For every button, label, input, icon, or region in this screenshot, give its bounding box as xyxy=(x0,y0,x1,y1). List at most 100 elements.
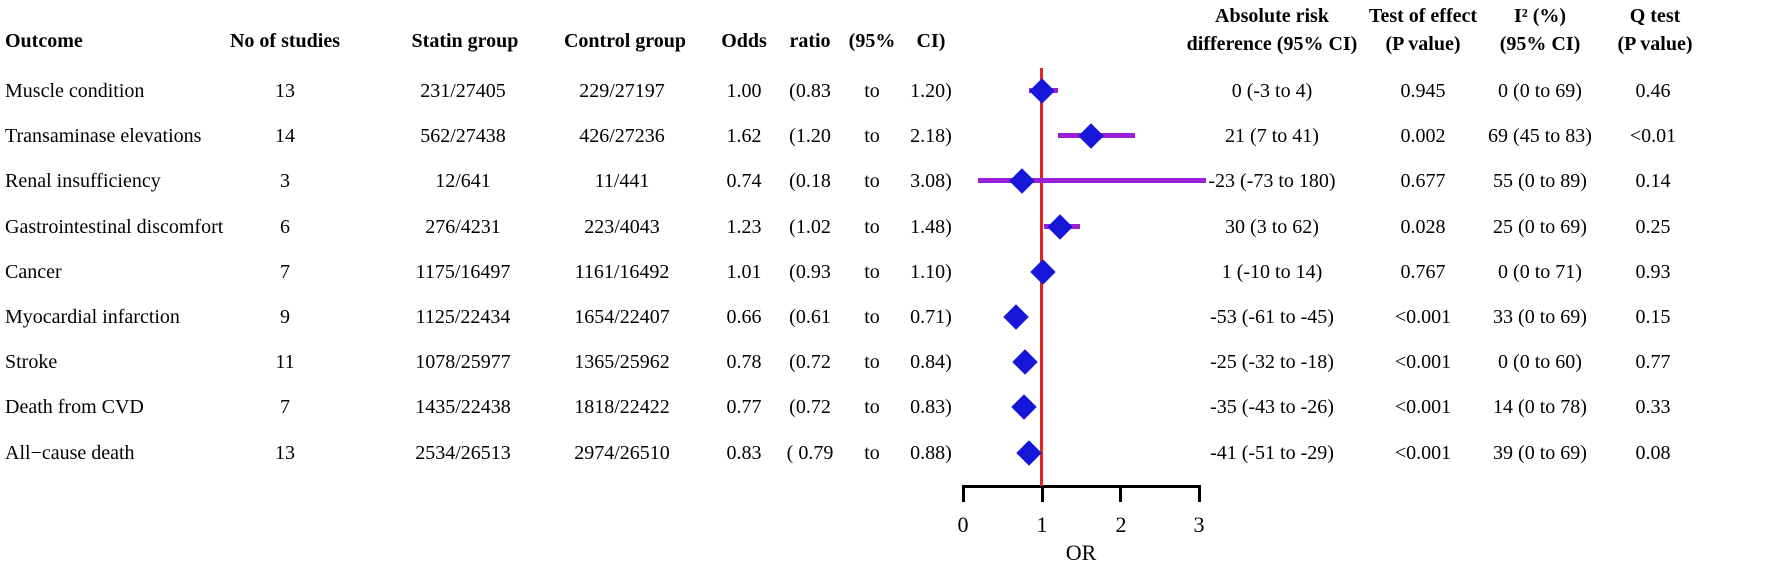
cell-absolute-risk-difference: 30 (3 to 62) xyxy=(1225,215,1319,238)
cell-outcome: Transaminase elevations xyxy=(5,125,202,148)
axis-tick-label-2: 2 xyxy=(1115,512,1127,537)
cell-statin-group: 1078/25977 xyxy=(415,351,511,374)
cell-control-group: 1161/16492 xyxy=(574,260,670,283)
cell-outcome: Muscle condition xyxy=(5,80,145,102)
column-header-no-of-studies: No of studies xyxy=(229,30,340,52)
table-row: Renal insufficiency 3 12/641 11/441 0.74… xyxy=(0,167,1772,195)
cell-q-test-p-value: 0.33 xyxy=(1635,396,1671,419)
cell-p-value-effect: 0.677 xyxy=(1400,170,1446,193)
cell-p-value-effect: 0.945 xyxy=(1400,80,1446,102)
cell-absolute-risk-difference: -23 (-73 to 180) xyxy=(1208,170,1336,193)
cell-q-test-p-value: 0.25 xyxy=(1635,215,1671,238)
x-axis-line xyxy=(962,485,1201,488)
cell-i-squared: 0 (0 to 69) xyxy=(1498,80,1582,102)
cell-absolute-risk-difference: -35 (-43 to -26) xyxy=(1210,396,1334,419)
header-line-2: difference (95% CI) xyxy=(1186,33,1358,55)
cell-no-of-studies: 7 xyxy=(280,396,290,419)
cell-ci-upper: 3.08) xyxy=(910,170,952,193)
table-row: Death from CVD 7 1435/22438 1818/22422 0… xyxy=(0,393,1772,421)
cell-i-squared: 55 (0 to 89) xyxy=(1493,170,1587,193)
column-header-ci-open: (95% xyxy=(848,30,896,52)
cell-p-value-effect: <0.001 xyxy=(1394,441,1452,464)
axis-tick-3 xyxy=(1198,485,1201,502)
cell-statin-group: 12/641 xyxy=(435,170,491,193)
column-header-control-group: Control group xyxy=(563,30,687,52)
cell-to: to xyxy=(864,306,880,328)
header-line-1: I² (%) xyxy=(1513,5,1567,27)
cell-no-of-studies: 6 xyxy=(280,215,290,238)
cell-q-test-p-value: 0.46 xyxy=(1635,80,1671,102)
cell-q-test-p-value: 0.08 xyxy=(1635,441,1671,464)
cell-control-group: 426/27236 xyxy=(579,125,665,148)
cell-outcome: Cancer xyxy=(5,260,62,283)
cell-statin-group: 1435/22438 xyxy=(415,396,511,419)
cell-absolute-risk-difference: -41 (-51 to -29) xyxy=(1210,441,1334,464)
table-row: Transaminase elevations 14 562/27438 426… xyxy=(0,122,1772,150)
header-line-1: Absolute risk xyxy=(1215,5,1329,27)
cell-outcome: Death from CVD xyxy=(5,396,144,419)
cell-no-of-studies: 14 xyxy=(275,125,295,148)
cell-odds-ratio: 0.83 xyxy=(726,441,762,464)
cell-i-squared: 25 (0 to 69) xyxy=(1493,215,1587,238)
axis-tick-2 xyxy=(1119,485,1122,502)
cell-absolute-risk-difference: 1 (-10 to 14) xyxy=(1221,260,1323,283)
table-row: Stroke 11 1078/25977 1365/25962 0.78 (0.… xyxy=(0,348,1772,376)
cell-ci-lower: (0.61 xyxy=(789,306,831,328)
cell-odds-ratio: 1.62 xyxy=(726,125,762,148)
table-row: Gastrointestinal discomfort 6 276/4231 2… xyxy=(0,213,1772,241)
cell-p-value-effect: 0.767 xyxy=(1400,260,1446,283)
cell-ci-upper: 1.48) xyxy=(910,215,952,238)
cell-outcome: Stroke xyxy=(5,351,58,374)
cell-p-value-effect: <0.001 xyxy=(1394,306,1452,328)
cell-ci-upper: 2.18) xyxy=(910,125,952,148)
cell-outcome: Myocardial infarction xyxy=(5,306,180,328)
cell-ci-lower: (1.20 xyxy=(789,125,831,148)
header-line-2: (95% CI) xyxy=(1499,33,1581,55)
cell-absolute-risk-difference: 0 (-3 to 4) xyxy=(1231,80,1313,102)
cell-to: to xyxy=(864,441,880,464)
cell-to: to xyxy=(864,80,880,102)
cell-ci-lower: (0.93 xyxy=(789,260,831,283)
cell-i-squared: 14 (0 to 78) xyxy=(1493,396,1587,419)
cell-outcome: Renal insufficiency xyxy=(5,170,161,193)
cell-statin-group: 1125/22434 xyxy=(415,306,511,328)
cell-odds-ratio: 1.01 xyxy=(726,260,762,283)
cell-ci-upper: 0.88) xyxy=(910,441,952,464)
cell-outcome: All−cause death xyxy=(5,441,135,464)
cell-to: to xyxy=(864,351,880,374)
header-line-1: Q test xyxy=(1629,5,1681,27)
cell-control-group: 229/27197 xyxy=(579,80,665,102)
cell-statin-group: 562/27438 xyxy=(420,125,506,148)
column-header-statin-group: Statin group xyxy=(411,30,519,52)
cell-no-of-studies: 7 xyxy=(280,260,290,283)
cell-to: to xyxy=(864,215,880,238)
cell-no-of-studies: 9 xyxy=(280,306,290,328)
column-header-absolute-risk-difference: Absolute risk difference (95% CI) xyxy=(1168,2,1376,58)
cell-ci-upper: 1.10) xyxy=(910,260,952,283)
cell-control-group: 223/4043 xyxy=(584,215,660,238)
cell-ci-lower: (0.72 xyxy=(789,351,831,374)
column-header-outcome: Outcome xyxy=(5,30,83,52)
column-header-test-of-effect: Test of effect (P value) xyxy=(1353,2,1493,58)
cell-absolute-risk-difference: -25 (-32 to -18) xyxy=(1210,351,1334,374)
axis-tick-1 xyxy=(1041,485,1044,502)
cell-outcome: Gastrointestinal discomfort xyxy=(5,215,224,238)
cell-ci-lower: (0.18 xyxy=(789,170,831,193)
table-row: Muscle condition 13 231/27405 229/27197 … xyxy=(0,77,1772,105)
cell-no-of-studies: 13 xyxy=(275,80,295,102)
cell-to: to xyxy=(864,396,880,419)
table-row: All−cause death 13 2534/26513 2974/26510… xyxy=(0,439,1772,467)
cell-statin-group: 2534/26513 xyxy=(415,441,511,464)
cell-to: to xyxy=(864,170,880,193)
cell-to: to xyxy=(864,125,880,148)
axis-tick-label-1: 1 xyxy=(1036,512,1048,537)
cell-i-squared: 0 (0 to 60) xyxy=(1498,351,1582,374)
cell-i-squared: 69 (45 to 83) xyxy=(1488,125,1592,148)
cell-control-group: 1365/25962 xyxy=(574,351,670,374)
cell-ci-upper: 0.84) xyxy=(910,351,952,374)
cell-ci-upper: 0.71) xyxy=(910,306,952,328)
header-line-2: (P value) xyxy=(1617,33,1693,55)
cell-to: to xyxy=(864,260,880,283)
cell-i-squared: 0 (0 to 71) xyxy=(1498,260,1582,283)
